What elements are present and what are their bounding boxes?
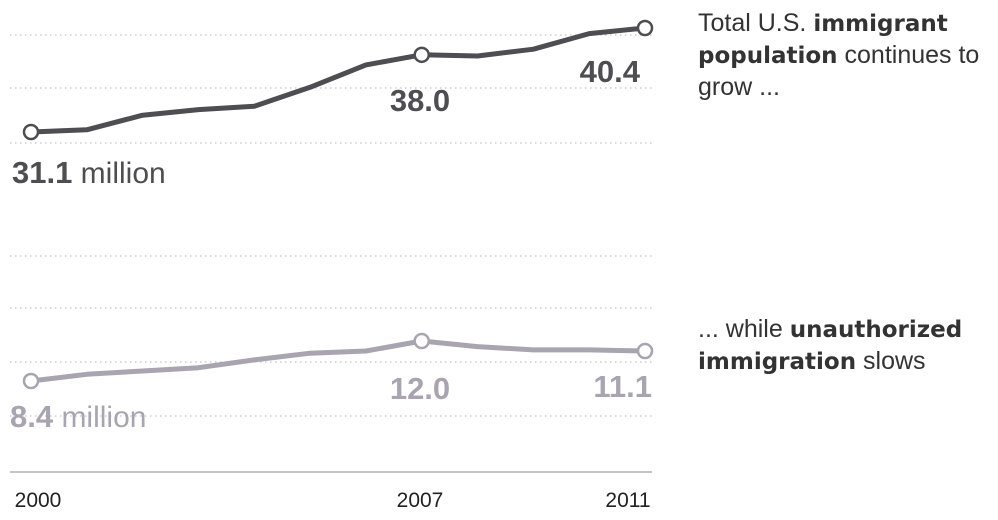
total-label-last: 40.4: [580, 54, 641, 89]
unauthorized-annotation-bold: unauthorized immigration: [698, 317, 963, 375]
total-annotation-bold: immigrant population: [698, 11, 948, 69]
total-marker-2007: [413, 46, 430, 64]
x-tick-label: 2000: [15, 489, 62, 512]
gridlines: [10, 34, 652, 417]
x-tick-label: 2011: [605, 489, 650, 512]
x-tick-label: 2007: [397, 489, 444, 512]
total-label-unit: million: [72, 157, 165, 190]
unauthorized-label-mid: 12.0: [390, 371, 450, 406]
series-markers: [22, 19, 654, 390]
total-marker-2011: [636, 19, 654, 37]
total-annotation: Total U.S. immigrant population continue…: [698, 8, 993, 103]
total-label-first: 31.1 million: [12, 155, 166, 190]
unauthorized-label-first: 8.4 million: [10, 399, 146, 434]
unauthorized-annotation-pre: ... while: [698, 315, 790, 343]
unauthorized-marker-2011: [636, 342, 654, 360]
series-lines: [28, 25, 648, 384]
total-annotation-post: continues to grow ...: [698, 41, 980, 101]
data-labels: 31.1 million 38.0 40.4 8.4 million 12.0 11.1: [10, 54, 652, 434]
unauthorized-label-unit: million: [53, 401, 146, 434]
total-marker-2000: [22, 123, 40, 141]
unauthorized-label-last: 11.1: [593, 369, 652, 404]
total-series-line: [28, 25, 648, 135]
unauthorized-marker-2000: [22, 372, 40, 390]
x-axis-ticks: 2000 2007 2011: [15, 489, 651, 512]
unauthorized-marker-2007: [413, 332, 430, 350]
total-label-mid: 38.0: [390, 83, 450, 118]
total-annotation-pre: Total U.S.: [698, 9, 814, 37]
unauthorized-annotation: ... while unauthorized immigration slows: [698, 314, 993, 378]
unauthorized-series-line: [28, 338, 648, 384]
unauthorized-annotation-post: slows: [856, 347, 926, 375]
